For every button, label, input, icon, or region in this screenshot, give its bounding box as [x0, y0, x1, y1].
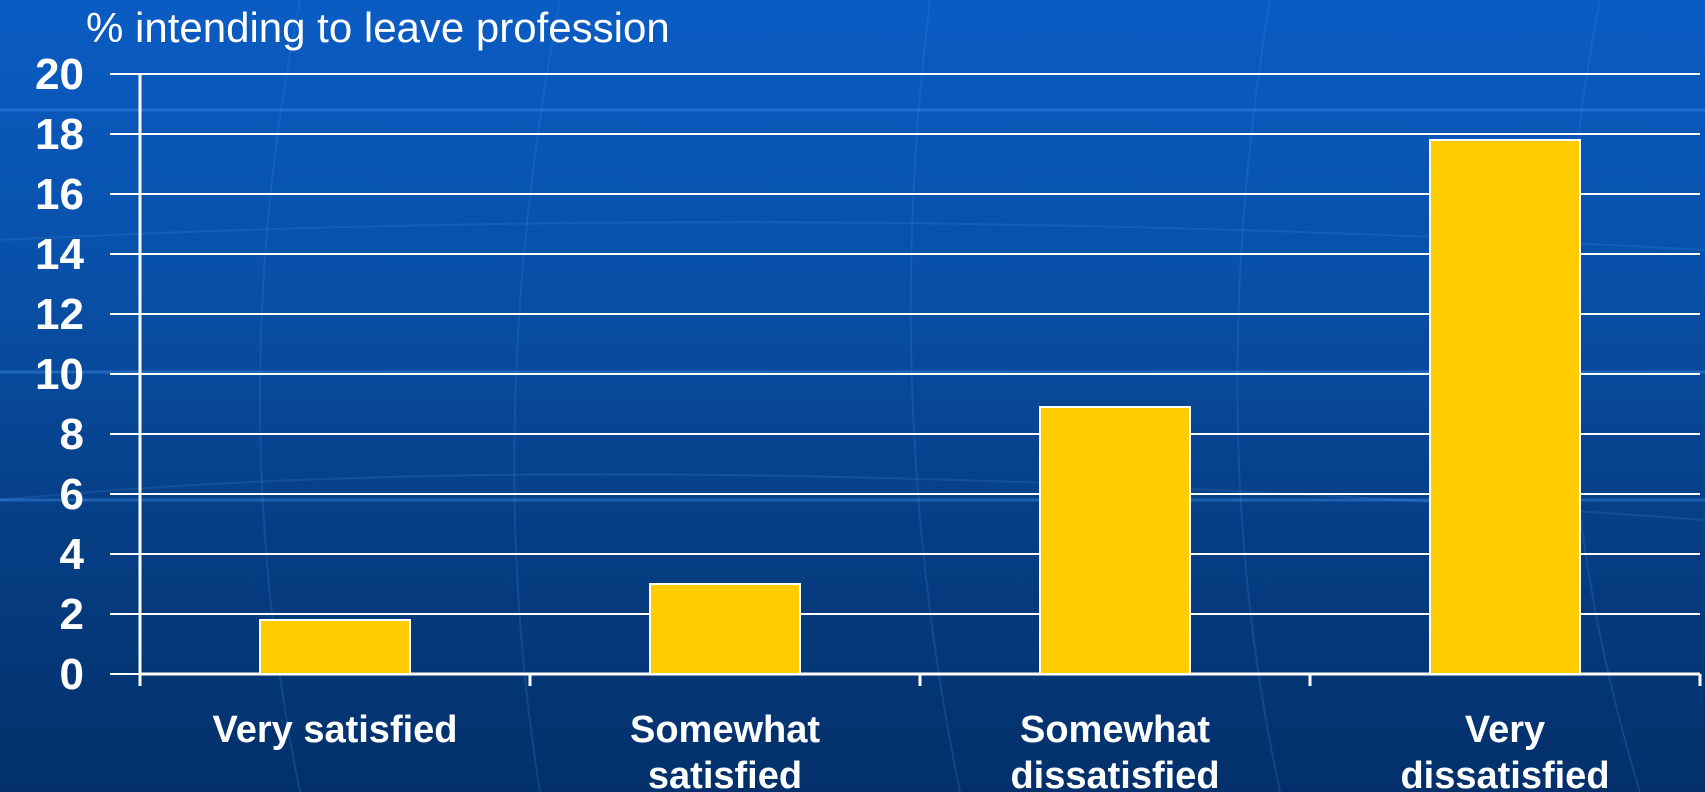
x-tick-label: Somewhat [630, 709, 820, 751]
y-axis-title: % intending to leave profession [86, 4, 670, 51]
y-tick-label: 0 [60, 650, 84, 699]
bar [1039, 406, 1191, 675]
x-tick-label: Very [1465, 709, 1545, 751]
x-tick-labels: Very satisfied Somewhat satisfied Somewhat d… [212, 709, 1609, 792]
y-tick-label: 8 [60, 410, 84, 459]
y-tick-label: 12 [35, 290, 84, 339]
x-tick-label: satisfied [648, 755, 802, 792]
x-tick-label: Somewhat [1020, 709, 1210, 751]
y-tick-label: 14 [35, 230, 84, 279]
y-tick-labels: 0 2 4 6 8 10 12 14 16 18 20 [35, 50, 84, 699]
bar [649, 583, 801, 675]
y-tick-label: 10 [35, 350, 84, 399]
y-tick-label: 4 [60, 530, 85, 579]
y-tick-label: 16 [35, 170, 84, 219]
y-tick-label: 6 [60, 470, 84, 519]
y-tick-label: 20 [35, 50, 84, 99]
y-tick-label: 18 [35, 110, 84, 159]
x-tick-label: dissatisfied [1010, 755, 1219, 792]
bar [1429, 139, 1581, 675]
bar [259, 619, 411, 675]
y-tick-label: 2 [60, 590, 84, 639]
x-tick-label: dissatisfied [1400, 755, 1609, 792]
x-tick-label: Very satisfied [212, 709, 457, 751]
bars [259, 139, 1581, 675]
